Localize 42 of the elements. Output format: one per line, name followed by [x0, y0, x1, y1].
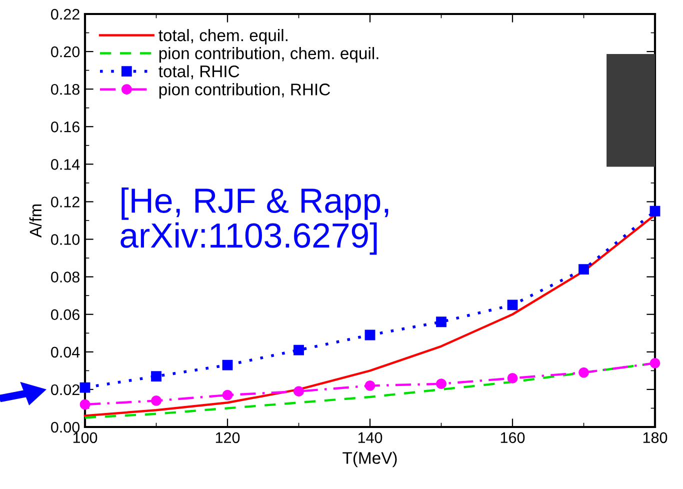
y-tick-label: 0.00 [51, 422, 80, 433]
x-tick-label: 140 [358, 432, 382, 444]
y-tick-label: 0.16 [51, 122, 80, 132]
legend-label: pion contribution, RHIC [159, 83, 330, 99]
point [507, 372, 518, 384]
legend-label: pion contribution, chem. equil. [159, 47, 378, 63]
point [151, 396, 162, 406]
y-tick-label: 0.02 [51, 384, 80, 396]
x-tick-label: 160 [500, 432, 525, 444]
point [650, 358, 660, 368]
y-tick-label: 0.14 [51, 159, 80, 170]
point [578, 264, 589, 275]
y-tick-label: 0.10 [51, 234, 80, 245]
y-tick-label: 0.06 [51, 309, 80, 320]
point [436, 378, 446, 390]
legend-label: total, RHIC [158, 65, 240, 80]
point [364, 380, 376, 391]
annotation: [He, RJF & Rapp, arXiv:1103.6279] [120, 187, 388, 255]
point [294, 386, 304, 397]
point [222, 390, 233, 400]
point [507, 300, 518, 310]
y-tick-label: 0.18 [51, 84, 80, 95]
legend-label: total, chem. equil. [158, 29, 288, 45]
point [436, 316, 446, 328]
y-axis-title: A/fm [29, 204, 42, 238]
x-tick-label: 120 [216, 432, 240, 444]
y-tick-label: 0.04 [51, 346, 80, 358]
y-tick-label: 0.12 [51, 196, 80, 208]
point [578, 367, 589, 378]
point [151, 371, 162, 382]
point [222, 360, 233, 370]
point [364, 330, 376, 340]
point [80, 382, 90, 393]
point [650, 206, 660, 216]
y-tick-label: 0.22 [51, 8, 80, 20]
x-tick-label: 100 [73, 432, 98, 444]
point [294, 344, 304, 356]
y-tick-label: 0.20 [51, 46, 80, 58]
x-axis-title: T(MeV) [342, 452, 397, 468]
x-tick-label: 180 [643, 432, 668, 444]
y-tick-label: 0.08 [51, 272, 80, 283]
point [80, 399, 90, 410]
